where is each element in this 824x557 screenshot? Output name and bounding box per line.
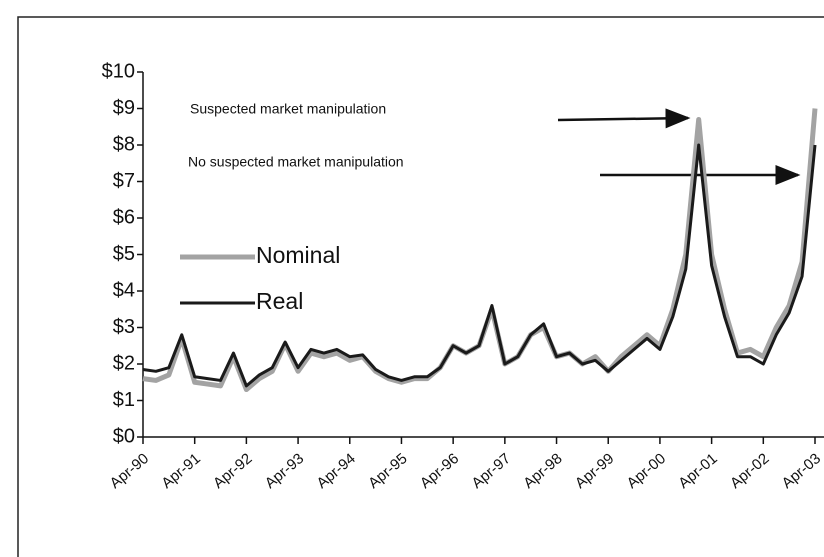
x-tick-label: Apr-94 bbox=[313, 450, 358, 492]
x-tick-label: Apr-93 bbox=[262, 450, 307, 492]
x-tick-label: Apr-90 bbox=[107, 450, 152, 492]
arrow bbox=[557, 108, 691, 129]
x-tick-label: Apr-02 bbox=[727, 450, 772, 492]
x-tick-label: Apr-00 bbox=[624, 450, 669, 492]
frame bbox=[17, 16, 824, 557]
x-tick-label: Apr-97 bbox=[469, 450, 514, 492]
y-tick-label: $6 bbox=[113, 206, 135, 228]
series-line bbox=[142, 143, 817, 388]
y-tick-label: $8 bbox=[113, 133, 135, 155]
y-tick-label: $0 bbox=[113, 425, 135, 447]
legend-label: Nominal bbox=[256, 242, 340, 268]
y-tick-label: $1 bbox=[113, 389, 135, 411]
y-tick-label: $10 bbox=[102, 60, 135, 82]
x-tick-label: Apr-96 bbox=[417, 450, 462, 492]
y-tick-label: $7 bbox=[113, 170, 135, 192]
x-tick-label: Apr-99 bbox=[572, 450, 617, 492]
y-tick-label: $2 bbox=[113, 352, 135, 374]
y-tick-label: $5 bbox=[113, 243, 135, 265]
x-tick-label: Apr-91 bbox=[158, 450, 203, 492]
y-tick-label: $9 bbox=[113, 97, 135, 119]
x-tick-label: Apr-95 bbox=[365, 450, 410, 492]
plot bbox=[142, 108, 818, 393]
x-tick-label: Apr-03 bbox=[779, 450, 824, 492]
legend-label: Real bbox=[256, 288, 303, 314]
x-tick-label: Apr-98 bbox=[520, 450, 565, 492]
annotation: No suspected market manipulation bbox=[188, 154, 404, 170]
x-tick-label: Apr-01 bbox=[675, 450, 720, 492]
annotation: Suspected market manipulation bbox=[190, 101, 386, 117]
x-tick-label: Apr-92 bbox=[210, 450, 255, 492]
y-tick-label: $4 bbox=[113, 279, 135, 301]
y-tick-label: $3 bbox=[113, 316, 135, 338]
